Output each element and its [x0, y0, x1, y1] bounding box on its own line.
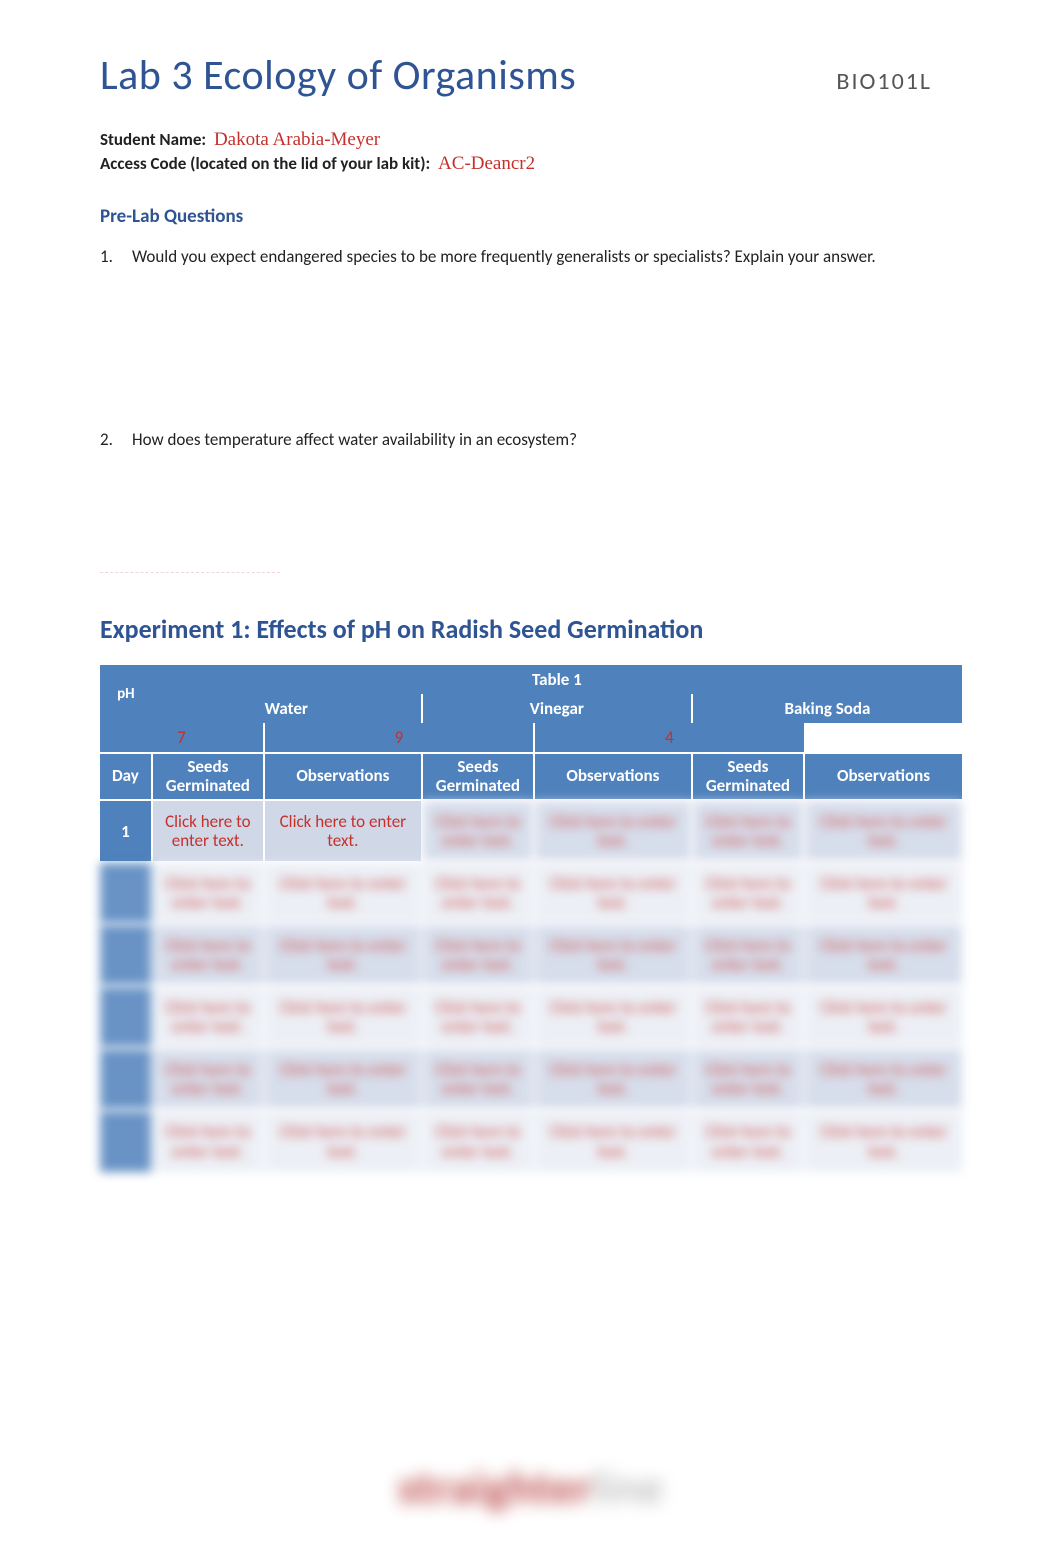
access-code-row: Access Code (located on the lid of your …: [100, 153, 962, 175]
ph-water: 7: [100, 723, 264, 753]
ph-vinegar: 9: [264, 723, 534, 753]
cell[interactable]: Click here to enter text.: [264, 862, 422, 924]
cell[interactable]: Click here to enter text.: [264, 1048, 422, 1110]
day1-water-obs[interactable]: Click here to enter text.: [264, 800, 422, 862]
cell[interactable]: Click here to enter text.: [692, 862, 804, 924]
germination-table: pH Table 1 Water Vinegar Baking Soda 7 9…: [100, 665, 962, 1172]
question-1-number: 1.: [100, 246, 132, 269]
cell[interactable]: Click here to enter text.: [422, 986, 534, 1048]
obs-header-1: Observations: [264, 753, 422, 800]
cell[interactable]: Click here to enter text.: [534, 862, 692, 924]
page-title: Lab 3 Ecology of Organisms: [100, 50, 576, 101]
cell[interactable]: Click here to enter text.: [804, 986, 962, 1048]
cell[interactable]: Click here to enter text.: [152, 1110, 264, 1172]
cell[interactable]: Click here to enter text.: [804, 862, 962, 924]
ph-baking-soda: 4: [534, 723, 804, 753]
experiment-heading: Experiment 1: Effects of pH on Radish Se…: [100, 613, 962, 645]
day1-vinegar-obs[interactable]: Click here to enter text.: [534, 800, 692, 862]
treatment-water: Water: [152, 694, 422, 723]
student-name-value[interactable]: Dakota Arabia-Meyer: [210, 129, 380, 150]
cell[interactable]: Click here to enter text.: [692, 1048, 804, 1110]
divider-line: [100, 572, 280, 573]
day-header: Day: [100, 753, 152, 800]
treatment-vinegar: Vinegar: [422, 694, 692, 723]
access-code-value[interactable]: AC-Deancr2: [434, 153, 535, 174]
cell[interactable]: Click here to enter text.: [692, 1110, 804, 1172]
cell[interactable]: Click here to enter text.: [804, 1048, 962, 1110]
cell[interactable]: Click here to enter text.: [422, 1048, 534, 1110]
day1-bs-obs[interactable]: Click here to enter text.: [804, 800, 962, 862]
question-1: 1. Would you expect endangered species t…: [100, 246, 962, 269]
cell[interactable]: Click here to enter text.: [422, 924, 534, 986]
cell[interactable]: Click here to enter text.: [422, 862, 534, 924]
question-1-text: Would you expect endangered species to b…: [132, 246, 962, 269]
student-name-label: Student Name:: [100, 129, 206, 150]
question-2-number: 2.: [100, 429, 132, 452]
cell[interactable]: Click here to enter text.: [264, 924, 422, 986]
cell[interactable]: Click here to enter text.: [152, 924, 264, 986]
student-name-row: Student Name: Dakota Arabia-Meyer: [100, 129, 962, 151]
table-row: Click here to enter text. Click here to …: [100, 986, 962, 1048]
question-2-text: How does temperature affect water availa…: [132, 429, 962, 452]
cell[interactable]: Click here to enter text.: [152, 986, 264, 1048]
cell[interactable]: Click here to enter text.: [534, 924, 692, 986]
question-2: 2. How does temperature affect water ava…: [100, 429, 962, 452]
table-row: Click here to enter text. Click here to …: [100, 862, 962, 924]
seeds-header-3: Seeds Germinated: [692, 753, 804, 800]
cell[interactable]: Click here to enter text.: [264, 1110, 422, 1172]
obs-header-3: Observations: [804, 753, 962, 800]
course-code: BIO101L: [836, 67, 962, 96]
cell[interactable]: Click here to enter text.: [534, 986, 692, 1048]
cell[interactable]: Click here to enter text.: [152, 1048, 264, 1110]
watermark-part2: line: [592, 1460, 664, 1516]
cell[interactable]: Click here to enter text.: [422, 1110, 534, 1172]
cell[interactable]: Click here to enter text.: [804, 1110, 962, 1172]
table-title: Table 1: [152, 665, 962, 694]
cell[interactable]: Click here to enter text.: [534, 1110, 692, 1172]
prelab-heading: Pre-Lab Questions: [100, 205, 962, 228]
table-row: Click here to enter text. Click here to …: [100, 1110, 962, 1172]
table-row: 1 Click here to enter text. Click here t…: [100, 800, 962, 862]
cell[interactable]: Click here to enter text.: [804, 924, 962, 986]
day1-water-seeds[interactable]: Click here to enter text.: [152, 800, 264, 862]
cell[interactable]: Click here to enter text.: [692, 924, 804, 986]
day1-bs-seeds[interactable]: Click here to enter text.: [692, 800, 804, 862]
cell[interactable]: Click here to enter text.: [264, 986, 422, 1048]
table-row: Click here to enter text. Click here to …: [100, 924, 962, 986]
table-row: Click here to enter text. Click here to …: [100, 1048, 962, 1110]
seeds-header-2: Seeds Germinated: [422, 753, 534, 800]
obs-header-2: Observations: [534, 753, 692, 800]
treatment-baking-soda: Baking Soda: [692, 694, 962, 723]
day1-vinegar-seeds[interactable]: Click here to enter text.: [422, 800, 534, 862]
cell[interactable]: Click here to enter text.: [152, 862, 264, 924]
cell[interactable]: Click here to enter text.: [692, 986, 804, 1048]
watermark: straighterline: [398, 1460, 664, 1516]
day-1-label: 1: [100, 800, 152, 862]
access-code-label: Access Code (located on the lid of your …: [100, 153, 430, 174]
ph-row-label: pH: [100, 665, 152, 723]
cell[interactable]: Click here to enter text.: [534, 1048, 692, 1110]
watermark-part1: straighter: [398, 1460, 592, 1516]
seeds-header-1: Seeds Germinated: [152, 753, 264, 800]
